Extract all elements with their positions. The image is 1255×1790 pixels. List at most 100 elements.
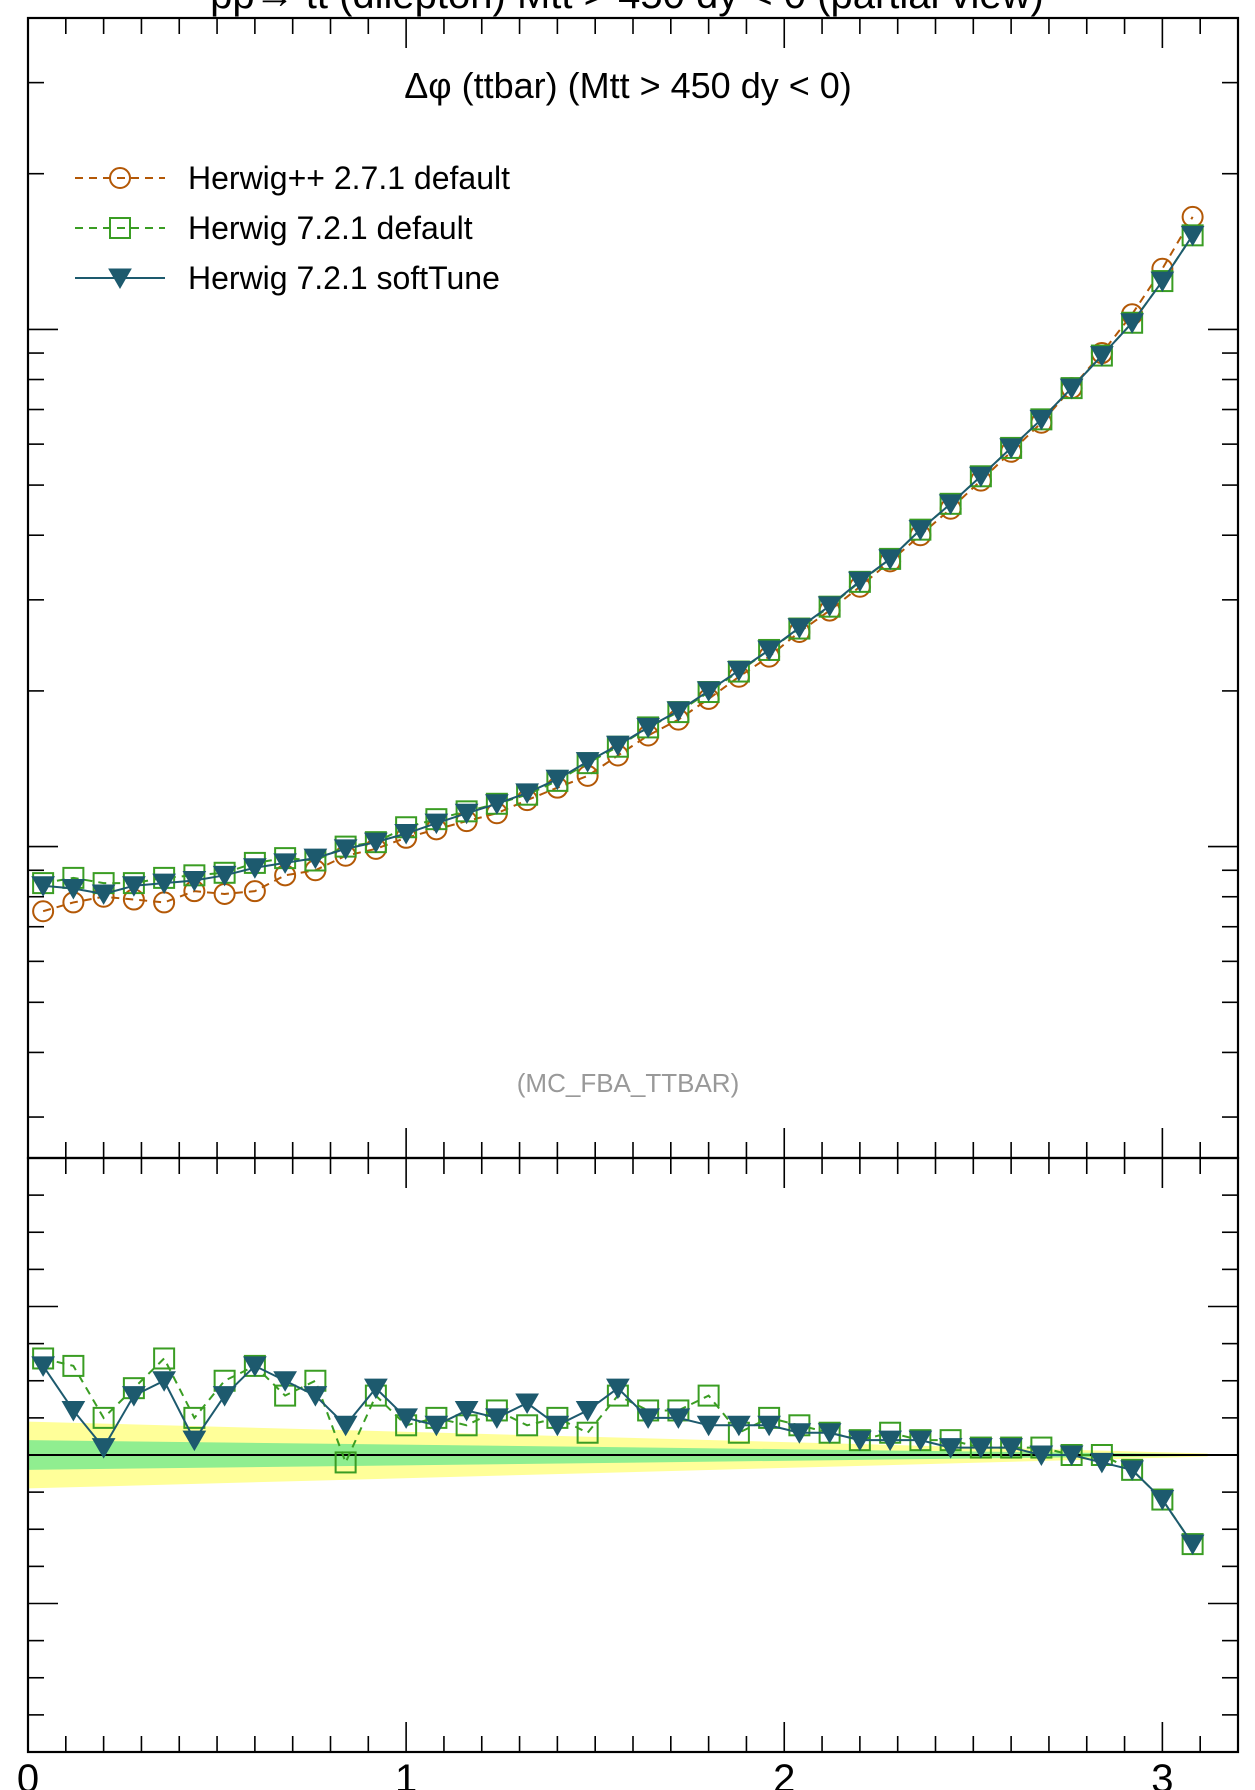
data-point-s2-16 bbox=[515, 783, 539, 804]
ratio-point-s1-8 bbox=[273, 1371, 297, 1392]
ratio-point-s1-14 bbox=[454, 1400, 479, 1422]
ratio-point-s1-21 bbox=[666, 1408, 691, 1429]
data-point-s2-19 bbox=[606, 735, 630, 757]
analysis-watermark: (MC_FBA_TTBAR) bbox=[517, 1068, 739, 1098]
data-point-s0-7 bbox=[243, 880, 266, 903]
data-point-s2-14 bbox=[454, 803, 479, 825]
data-point-s2-2 bbox=[91, 884, 116, 905]
ratio-point-s1-1 bbox=[61, 1400, 86, 1422]
data-point-s2-1 bbox=[61, 878, 86, 900]
data-point-s2-4 bbox=[152, 873, 176, 895]
data-point-s2-35 bbox=[1090, 346, 1114, 367]
data-point-s2-17 bbox=[545, 769, 570, 791]
legend-label-2: Herwig 7.2.1 softTune bbox=[188, 260, 500, 296]
page-title-cut: pp→ tt (dilepton) Mtt > 450 dy < 0 (part… bbox=[210, 0, 1044, 17]
ratio-point-s1-12 bbox=[394, 1408, 418, 1429]
data-point-s2-37 bbox=[1150, 271, 1175, 293]
ratio-point-s0-16 bbox=[516, 1414, 539, 1437]
legend-marker-0 bbox=[109, 167, 131, 189]
series-line-1 bbox=[42, 234, 1194, 885]
legend-marker-1 bbox=[109, 217, 131, 239]
legend-label-1: Herwig 7.2.1 default bbox=[188, 210, 473, 246]
legend: Herwig++ 2.7.1 default Herwig 7.2.1 defau… bbox=[75, 160, 510, 296]
ratio-point-s1-2 bbox=[91, 1438, 116, 1459]
data-point-s2-27 bbox=[848, 571, 872, 593]
x-tick-label-1: 1 bbox=[395, 1757, 417, 1790]
ratio-point-s1-36 bbox=[1120, 1460, 1144, 1481]
data-point-s2-29 bbox=[908, 520, 933, 541]
ratio-point-s0-2 bbox=[92, 1406, 115, 1429]
ratio-point-s1-34 bbox=[1059, 1445, 1084, 1466]
x-tick-label-0: 0 bbox=[17, 1757, 39, 1790]
x-tick-label-3: 3 bbox=[1151, 1757, 1173, 1790]
ratio-plot-panel bbox=[28, 1347, 1238, 1556]
ratio-point-s1-22 bbox=[696, 1415, 721, 1437]
data-point-s2-7 bbox=[243, 858, 267, 879]
data-point-s2-3 bbox=[122, 876, 146, 897]
data-point-s2-9 bbox=[303, 848, 328, 870]
ratio-point-s0-1 bbox=[62, 1354, 85, 1377]
ratio-point-s1-33 bbox=[1029, 1445, 1054, 1466]
x-tick-label-2: 2 bbox=[773, 1757, 795, 1790]
ratio-point-s1-32 bbox=[999, 1438, 1023, 1459]
data-point-s2-34 bbox=[1059, 378, 1084, 400]
ratio-point-s1-7 bbox=[243, 1356, 267, 1377]
chart-title: Δφ (ttbar) (Mtt > 450 dy < 0) bbox=[404, 65, 852, 106]
ratio-point-s1-31 bbox=[969, 1438, 993, 1459]
ratio-point-s1-27 bbox=[848, 1430, 872, 1452]
data-point-s2-32 bbox=[999, 438, 1023, 459]
ratio-point-s0-18 bbox=[576, 1421, 599, 1444]
ratio-point-s1-26 bbox=[817, 1423, 842, 1444]
ratio-point-s1-13 bbox=[424, 1415, 449, 1437]
data-point-s2-6 bbox=[212, 865, 237, 887]
data-point-s2-38 bbox=[1180, 225, 1205, 247]
data-point-s2-0 bbox=[31, 876, 55, 897]
ratio-point-s1-30 bbox=[938, 1438, 963, 1459]
ratio-point-s0-22 bbox=[697, 1384, 720, 1407]
ratio-point-s1-15 bbox=[485, 1408, 509, 1429]
ratio-point-s1-17 bbox=[545, 1415, 570, 1437]
data-point-s2-5 bbox=[182, 870, 207, 892]
ratio-point-s1-4 bbox=[152, 1371, 176, 1392]
legend-label-0: Herwig++ 2.7.1 default bbox=[188, 160, 510, 196]
ratio-point-s1-37 bbox=[1150, 1490, 1175, 1511]
data-point-s2-12 bbox=[394, 824, 418, 845]
data-point-s2-33 bbox=[1029, 409, 1054, 431]
data-point-s2-24 bbox=[757, 640, 781, 661]
ratio-point-s1-25 bbox=[787, 1423, 812, 1444]
ratio-point-s0-4 bbox=[153, 1347, 176, 1370]
data-point-s2-22 bbox=[696, 681, 721, 702]
ratio-point-s0-5 bbox=[183, 1406, 206, 1429]
series-line-0 bbox=[42, 216, 1194, 913]
data-point-s2-36 bbox=[1120, 313, 1144, 334]
ratio-point-s1-28 bbox=[878, 1430, 902, 1452]
data-point-s2-20 bbox=[636, 717, 660, 739]
data-point-s2-11 bbox=[364, 832, 388, 854]
ratio-point-s1-35 bbox=[1090, 1452, 1114, 1474]
ratio-point-s1-5 bbox=[182, 1430, 207, 1452]
ratio-point-s1-3 bbox=[122, 1386, 146, 1407]
data-point-s2-8 bbox=[273, 853, 297, 874]
ratio-point-s1-29 bbox=[908, 1430, 933, 1452]
ratio-point-s1-24 bbox=[757, 1415, 781, 1437]
data-point-s2-30 bbox=[938, 494, 963, 515]
data-point-s2-28 bbox=[878, 549, 902, 570]
data-point-s2-15 bbox=[485, 794, 509, 815]
ratio-point-s1-18 bbox=[575, 1400, 600, 1422]
ratio-point-s1-10 bbox=[333, 1415, 358, 1437]
ratio-point-s1-0 bbox=[31, 1356, 55, 1377]
ratio-point-s0-10 bbox=[334, 1451, 357, 1474]
data-point-s2-21 bbox=[666, 701, 691, 722]
ratio-point-s1-6 bbox=[212, 1386, 237, 1407]
data-point-s2-26 bbox=[817, 596, 842, 617]
ratio-point-s1-20 bbox=[636, 1408, 660, 1429]
ratio-point-s1-16 bbox=[515, 1393, 539, 1415]
legend-marker-2 bbox=[108, 268, 132, 289]
ratio-point-s1-19 bbox=[606, 1378, 630, 1400]
data-point-s2-13 bbox=[424, 813, 449, 835]
ratio-point-s1-23 bbox=[727, 1415, 751, 1437]
data-point-s2-18 bbox=[575, 752, 600, 773]
data-point-s2-23 bbox=[727, 661, 751, 682]
